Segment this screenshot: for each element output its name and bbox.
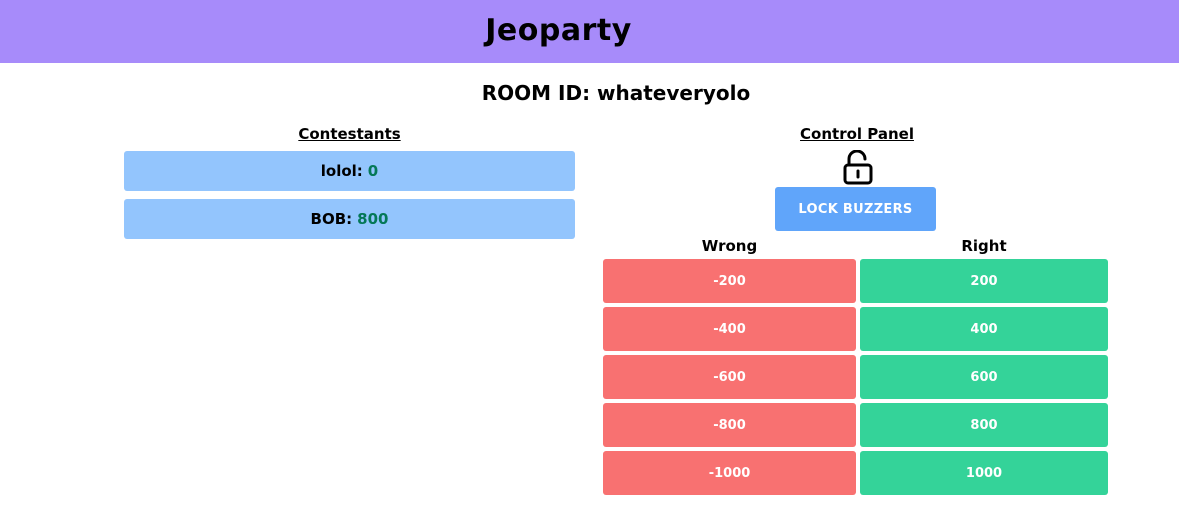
contestant-card: BOB: 800 [124,199,575,239]
wrong-800-button[interactable]: -800 [603,403,856,447]
wrong-200-button[interactable]: -200 [603,259,856,303]
right-200-button[interactable]: 200 [860,259,1108,303]
lock-buzzers-button[interactable]: LOCK BUZZERS [775,187,936,231]
control-panel-heading: Control Panel [800,125,914,143]
right-column-heading: Right [961,237,1007,255]
right-800-button[interactable]: 800 [860,403,1108,447]
wrong-column-heading: Wrong [701,237,758,255]
contestant-card: lolol: 0 [124,151,575,191]
right-1000-button[interactable]: 1000 [860,451,1108,495]
contestant-name: BOB: [310,210,353,228]
wrong-400-button[interactable]: -400 [603,307,856,351]
contestant-score: 0 [367,162,379,180]
app-header: Jeoparty [0,0,1179,63]
contestant-score: 800 [357,210,389,228]
contestants-heading: Contestants [298,125,401,143]
room-id-label: ROOM ID: whateveryolo [481,81,751,105]
wrong-1000-button[interactable]: -1000 [603,451,856,495]
right-600-button[interactable]: 600 [860,355,1108,399]
wrong-600-button[interactable]: -600 [603,355,856,399]
contestant-name: lolol: [320,162,363,180]
app-title: Jeoparty [485,13,632,48]
right-400-button[interactable]: 400 [860,307,1108,351]
unlocked-padlock-icon [841,149,875,186]
